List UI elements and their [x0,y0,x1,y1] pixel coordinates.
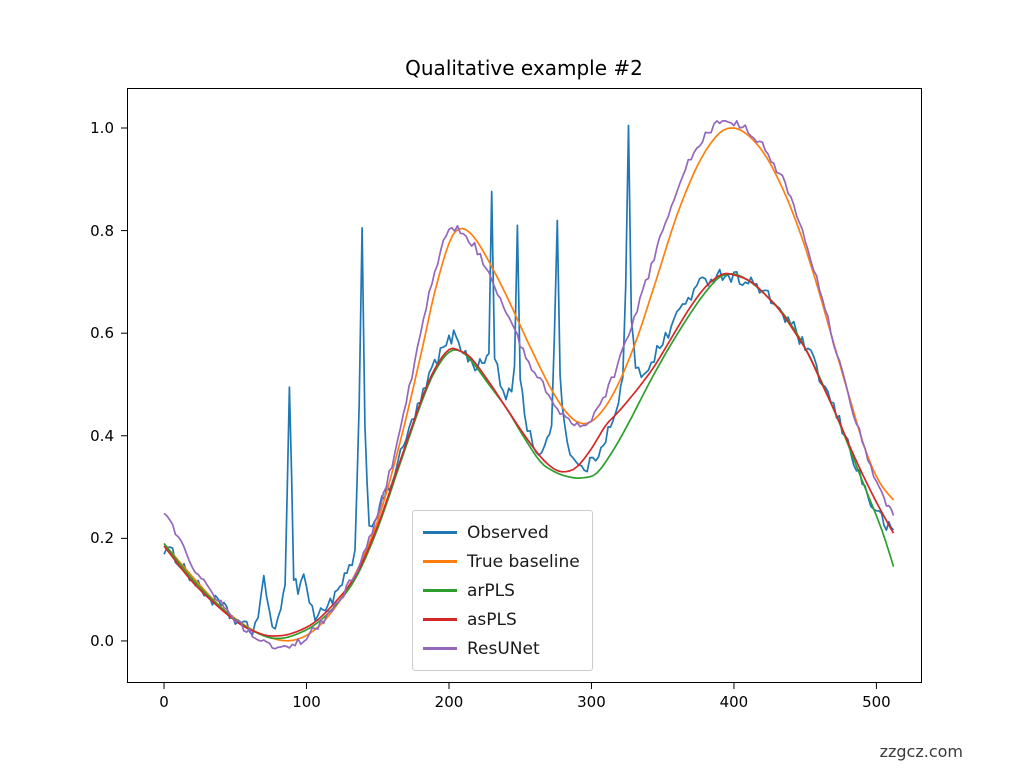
legend-item-arpls: arPLS [423,576,580,605]
series-group [163,119,895,650]
legend-swatch-aspls [423,618,457,621]
legend-label-aspls: asPLS [467,609,517,630]
legend-label-resunet: ResUNet [467,638,540,659]
legend-label-arpls: arPLS [467,580,515,601]
watermark: zzgcz.com [879,742,963,761]
y-tick-label-0.0: 0.0 [90,631,114,650]
legend-item-resunet: ResUNet [423,634,580,663]
series-line-resunet [163,119,895,650]
legend-swatch-resunet [423,647,457,650]
series-line-aspls [163,272,895,637]
legend-item-observed: Observed [423,518,580,547]
legend: Observed True baseline arPLS asPLS ResUNet [412,510,593,671]
x-tick-label-200: 200 [434,693,464,711]
series-line-true-baseline [163,127,895,642]
axes-frame [127,88,922,683]
chart-title: Qualitative example #2 [405,56,643,80]
y-tick-label-0.2: 0.2 [90,529,114,548]
x-tick-label-0: 0 [159,693,169,711]
legend-item-true-baseline: True baseline [423,547,580,576]
tick-marks [121,127,877,689]
y-tick-label-1.0: 1.0 [90,119,114,137]
legend-item-aspls: asPLS [423,605,580,634]
x-tick-label-400: 400 [719,693,749,711]
series-line-observed [163,124,895,636]
plot-canvas [121,88,922,689]
plot-area: Observed True baseline arPLS asPLS ResUNet [121,88,922,689]
y-tick-label-0.8: 0.8 [90,221,114,240]
y-tick-label-0.6: 0.6 [90,324,114,343]
legend-swatch-arpls [423,589,457,592]
legend-label-true-baseline: True baseline [467,551,580,572]
y-tick-label-0.4: 0.4 [90,426,114,445]
legend-label-observed: Observed [467,522,549,543]
x-tick-label-500: 500 [862,693,891,711]
x-tick-label-100: 100 [292,693,321,711]
legend-swatch-true-baseline [423,560,457,563]
x-tick-label-300: 300 [577,693,606,711]
legend-swatch-observed [423,531,457,534]
